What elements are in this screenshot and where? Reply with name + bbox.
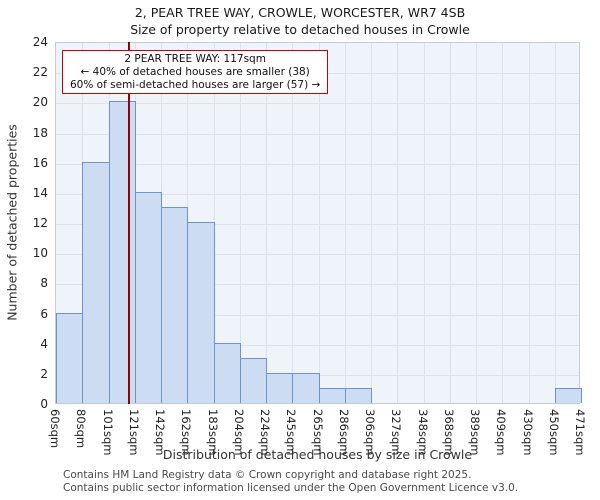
footer: Contains HM Land Registry data © Crown c… [63, 469, 518, 494]
bar-224sqm [266, 372, 294, 403]
y-tick-label: 4 [40, 336, 48, 351]
x-tick-label: 60sqm [48, 409, 62, 449]
gridline-vertical [476, 43, 477, 403]
y-tick-label: 22 [32, 65, 48, 80]
y-tick-label: 14 [32, 185, 48, 200]
bar-245sqm [292, 372, 320, 403]
x-axis-label: Distribution of detached houses by size … [162, 447, 473, 462]
footer-line-2: Contains public sector information licen… [63, 481, 519, 494]
annotation-box: 2 PEAR TREE WAY: 117sqm ← 40% of detache… [62, 50, 329, 95]
gridline-horizontal [56, 254, 579, 256]
y-tick-label: 20 [32, 95, 48, 110]
footer-line-1: Contains HM Land Registry data © Crown c… [63, 469, 472, 481]
bar-450sqm [554, 387, 582, 403]
gridline-vertical [502, 43, 504, 403]
gridline-horizontal [56, 193, 579, 195]
chart-subtitle: Size of property relative to detached ho… [130, 22, 470, 37]
annotation-line-3: 60% of semi-detached houses are larger (… [70, 78, 321, 91]
gridline-horizontal [56, 314, 579, 316]
gridline-vertical [423, 43, 425, 403]
gridline-vertical [528, 43, 530, 403]
gridline-vertical [371, 43, 372, 403]
gridline-vertical [554, 43, 556, 403]
subject-property-marker-line [127, 42, 130, 404]
gridline-horizontal [56, 344, 579, 346]
bar-80sqm [82, 161, 110, 403]
bar-142sqm [161, 206, 189, 403]
bar-162sqm [187, 222, 215, 403]
annotation-line-1: 2 PEAR TREE WAY: 117sqm [124, 53, 266, 65]
bar-60sqm [56, 312, 84, 403]
y-tick-label: 2 [40, 366, 48, 381]
bar-265sqm [318, 387, 346, 403]
bar-101sqm [108, 101, 136, 403]
annotation-line-2: ← 40% of detached houses are smaller (38… [80, 65, 310, 78]
y-tick-label: 18 [32, 125, 48, 140]
bar-286sqm [344, 387, 372, 403]
plot-area [55, 42, 582, 404]
gridline-horizontal [56, 133, 579, 135]
gridline-horizontal [56, 103, 579, 105]
bar-183sqm [213, 342, 241, 403]
bar-204sqm [239, 357, 267, 403]
y-tick-label: 12 [32, 216, 48, 230]
bar-121sqm [134, 191, 162, 403]
chart-title: 2, PEAR TREE WAY, CROWLE, WORCESTER, WR7… [134, 5, 466, 20]
gridline-horizontal [56, 163, 579, 165]
gridline-vertical [397, 43, 399, 403]
y-tick-label: 6 [40, 306, 48, 321]
gridline-vertical [292, 43, 294, 403]
gridline-vertical [239, 43, 241, 403]
gridline-vertical [266, 43, 267, 403]
y-tick-label: 0 [40, 397, 48, 411]
gridline-vertical [449, 43, 451, 403]
x-tick-label: 80sqm [74, 409, 89, 449]
gridline-horizontal [56, 284, 579, 286]
y-tick-label: 16 [32, 155, 48, 170]
gridline-horizontal [56, 224, 579, 225]
gridline-vertical [344, 43, 346, 403]
y-tick-label: 10 [32, 246, 48, 261]
y-tick-label: 24 [32, 35, 48, 49]
gridline-vertical [318, 43, 320, 403]
y-tick-label: 8 [40, 276, 48, 291]
